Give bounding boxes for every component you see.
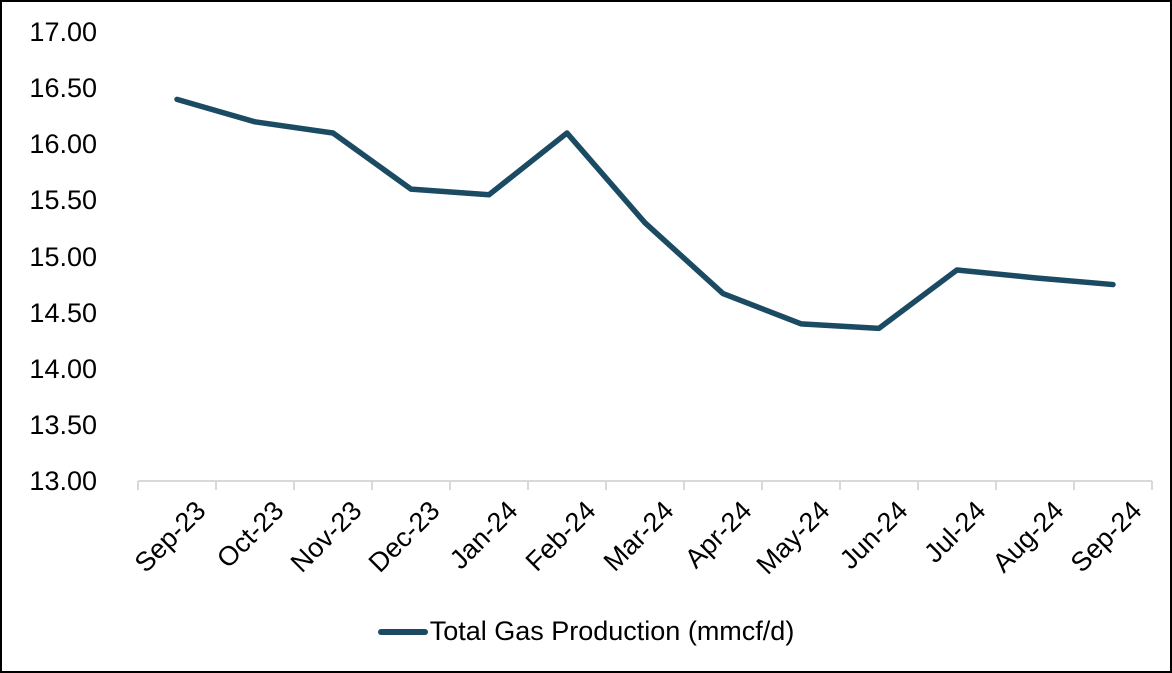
y-tick-label: 13.00 bbox=[29, 466, 97, 496]
legend-label: Total Gas Production (mmcf/d) bbox=[429, 616, 795, 646]
y-tick-label: 16.00 bbox=[29, 129, 97, 160]
y-tick-label: 15.50 bbox=[29, 185, 97, 216]
y-tick-label: 14.00 bbox=[29, 353, 97, 384]
y-tick-label: 15.00 bbox=[29, 241, 97, 272]
legend-line-swatch bbox=[377, 628, 428, 635]
series-total-gas-production bbox=[174, 96, 1116, 332]
y-tick-label: 16.50 bbox=[29, 73, 97, 104]
y-tick-label: 13.50 bbox=[29, 409, 97, 440]
y-tick-label: 14.50 bbox=[29, 297, 97, 328]
y-tick-label: 17.00 bbox=[29, 17, 97, 47]
legend: Total Gas Production (mmcf/d) bbox=[2, 616, 1170, 647]
